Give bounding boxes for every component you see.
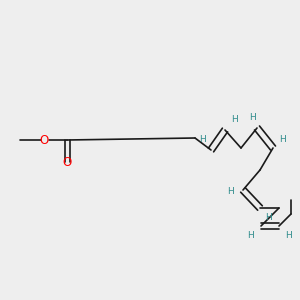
- Text: H: H: [228, 188, 234, 196]
- Text: H: H: [231, 115, 237, 124]
- Text: H: H: [200, 134, 206, 143]
- Text: H: H: [248, 232, 254, 241]
- Text: O: O: [62, 157, 72, 169]
- Text: O: O: [39, 134, 49, 146]
- Text: H: H: [286, 232, 292, 241]
- Text: H: H: [265, 214, 272, 223]
- Text: H: H: [280, 136, 286, 145]
- Text: H: H: [249, 112, 255, 122]
